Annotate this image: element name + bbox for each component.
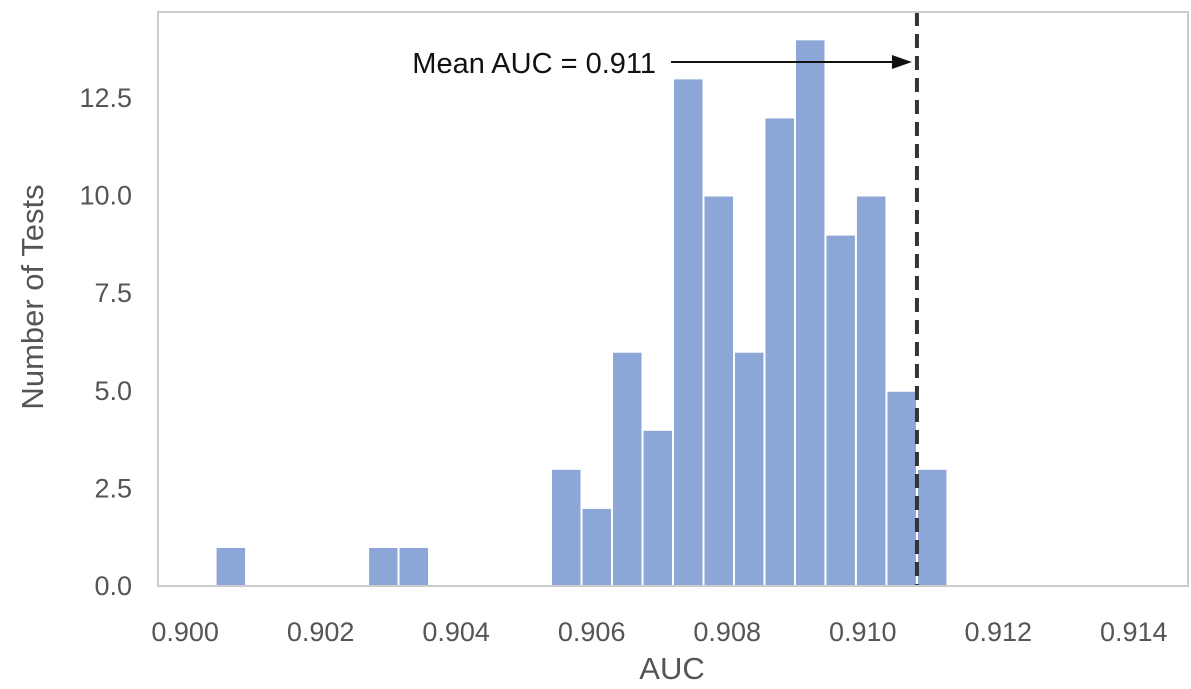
annotation-arrowhead [891, 55, 912, 69]
histogram-bar-8 [702, 194, 735, 587]
x-tick-label-4: 0.908 [693, 617, 761, 647]
x-tick-labels: 0.900 0.902 0.904 0.906 0.908 0.910 0.912 0.914 [151, 617, 1167, 647]
x-tick-label-5: 0.910 [829, 617, 897, 647]
histogram-bar-12 [824, 233, 857, 587]
histogram-bar-7 [672, 77, 705, 587]
mean-annotation: Mean AUC = 0.911 [412, 48, 912, 80]
histogram-bar-10 [763, 116, 796, 588]
x-tick-label-0: 0.900 [151, 617, 219, 647]
histogram-bar-1 [367, 545, 400, 588]
histogram-bars [214, 38, 949, 588]
x-tick-label-7: 0.914 [1100, 617, 1168, 647]
x-tick-label-2: 0.904 [422, 617, 490, 647]
histogram-bar-0 [214, 545, 248, 588]
histogram-bar-6 [641, 428, 675, 587]
axes-frame [157, 11, 1189, 587]
y-tick-label-2: 5.0 [94, 376, 132, 406]
histogram-bar-5 [611, 350, 644, 588]
y-tick-label-0: 0.0 [94, 571, 132, 601]
mean-annotation-text: Mean AUC = 0.911 [412, 48, 656, 80]
histogram-bar-9 [732, 350, 766, 588]
histogram-bar-14 [885, 389, 918, 587]
plot-border [157, 11, 1189, 587]
histogram-bar-3 [550, 467, 583, 588]
y-axis-title: Number of Tests [15, 184, 50, 409]
histogram-bar-11 [793, 38, 827, 588]
histogram-bar-4 [580, 506, 614, 587]
histogram-bar-13 [854, 194, 888, 587]
x-tick-label-6: 0.912 [964, 617, 1032, 647]
x-tick-label-1: 0.902 [287, 617, 355, 647]
y-tick-label-1: 2.5 [94, 473, 132, 503]
x-tick-label-3: 0.906 [558, 617, 626, 647]
y-tick-label-4: 10.0 [79, 181, 132, 211]
histogram-bar-2 [397, 545, 431, 588]
y-tick-labels: 0.0 2.5 5.0 7.5 10.0 12.5 [79, 83, 132, 601]
y-tick-label-5: 12.5 [79, 83, 132, 113]
y-tick-label-3: 7.5 [94, 278, 132, 308]
x-axis-title: AUC [639, 651, 704, 686]
histogram-bar-15 [915, 467, 949, 588]
